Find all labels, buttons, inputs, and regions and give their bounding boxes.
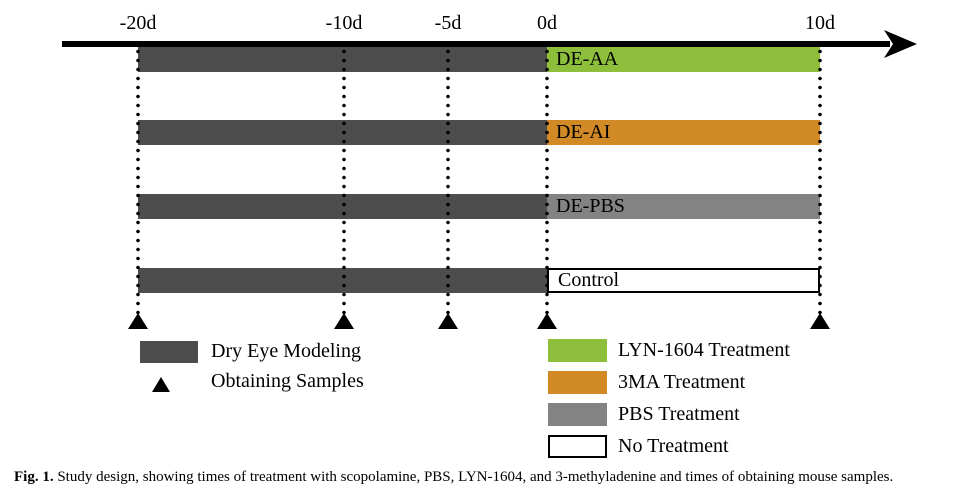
tick-label-minus10d: -10d [325,12,363,34]
timepoint-dotted-line [818,47,822,315]
timepoint-dotted-line [342,47,346,315]
row-label-control: Control [558,269,620,291]
row-label-de-ai: DE-AI [556,121,611,143]
figure-caption-text: Study design, showing times of treatment… [53,469,894,485]
legend-triangle-icon [152,377,170,392]
legend-label-pbs: PBS Treatment [618,403,740,425]
sample-triangle-icon [810,313,830,329]
treatment-bar-de-pbs: DE-PBS [547,194,820,219]
legend-swatch-lyn1604 [548,339,607,362]
figure-caption: Fig. 1. Study design, showing times of t… [14,468,960,487]
timeline-arrowhead-icon [884,30,917,58]
legend-label-3ma: 3MA Treatment [618,371,746,393]
treatment-bar-de-aa: DE-AA [547,47,820,72]
legend-swatch-3ma [548,371,607,394]
timepoint-dotted-line [446,47,450,315]
sample-triangle-icon [438,313,458,329]
legend-label-obtaining-samples: Obtaining Samples [211,370,364,392]
sample-triangle-icon [537,313,557,329]
treatment-bar-de-ai: DE-AI [547,120,820,145]
row-label-de-pbs: DE-PBS [556,195,625,217]
timepoint-dotted-line [545,47,549,315]
row-label-de-aa: DE-AA [556,48,619,70]
figure-caption-number: Fig. 1. [14,469,54,485]
legend-label-dry-eye-modeling: Dry Eye Modeling [211,340,361,362]
sample-triangle-icon [128,313,148,329]
tick-label-10d: 10d [805,12,835,34]
treatment-bar-control: Control [547,268,820,293]
timepoint-dotted-line [136,47,140,315]
tick-label-minus5d: -5d [434,12,462,34]
tick-label-minus20d: -20d [119,12,157,34]
legend-swatch-pbs [548,403,607,426]
tick-label-0d: 0d [537,12,557,34]
legend-swatch-no-treatment [548,435,607,458]
timeline-axis [62,41,890,47]
legend-label-no-treatment: No Treatment [618,435,729,457]
sample-triangle-icon [334,313,354,329]
legend-label-lyn1604: LYN-1604 Treatment [618,339,790,361]
legend-swatch-dry-eye-modeling [140,341,198,363]
